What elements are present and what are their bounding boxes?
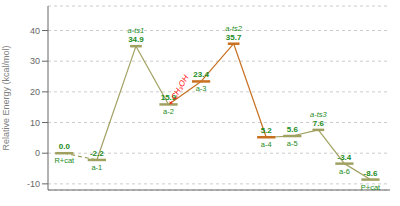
svg-text:30: 30 — [30, 56, 40, 66]
svg-text:a-4: a-4 — [261, 140, 272, 149]
svg-text:+ CH₃OH: + CH₃OH — [166, 73, 191, 107]
svg-text:5.2: 5.2 — [261, 126, 273, 135]
svg-text:P+cat: P+cat — [361, 183, 381, 190]
svg-text:10: 10 — [30, 118, 40, 128]
svg-text:0: 0 — [35, 148, 40, 158]
svg-text:a-6: a-6 — [339, 167, 350, 176]
svg-text:a-2: a-2 — [163, 107, 174, 116]
svg-text:Relative Energy (kcal/mol): Relative Energy (kcal/mol) — [8, 45, 11, 150]
svg-text:a-ts1: a-ts1 — [128, 26, 145, 35]
svg-text:40: 40 — [30, 26, 40, 36]
svg-text:a-ts2: a-ts2 — [225, 24, 243, 33]
svg-text:23.4: 23.4 — [193, 70, 209, 79]
svg-text:-3.4: -3.4 — [338, 153, 352, 162]
svg-text:-2.2: -2.2 — [90, 149, 104, 158]
svg-text:0.0: 0.0 — [59, 142, 71, 151]
svg-text:7.6: 7.6 — [313, 119, 325, 128]
svg-text:34.9: 34.9 — [128, 35, 144, 44]
svg-text:a-3: a-3 — [196, 84, 207, 93]
svg-text:5.6: 5.6 — [287, 125, 299, 134]
svg-text:20: 20 — [30, 87, 40, 97]
svg-text:a-ts3: a-ts3 — [310, 110, 328, 119]
svg-text:a-5: a-5 — [287, 139, 298, 148]
svg-text:35.7: 35.7 — [226, 33, 242, 42]
svg-text:-10: -10 — [27, 179, 40, 189]
svg-text:-8.6: -8.6 — [364, 169, 378, 178]
svg-text:a-1: a-1 — [91, 163, 102, 172]
svg-text:R+cat: R+cat — [54, 156, 75, 165]
